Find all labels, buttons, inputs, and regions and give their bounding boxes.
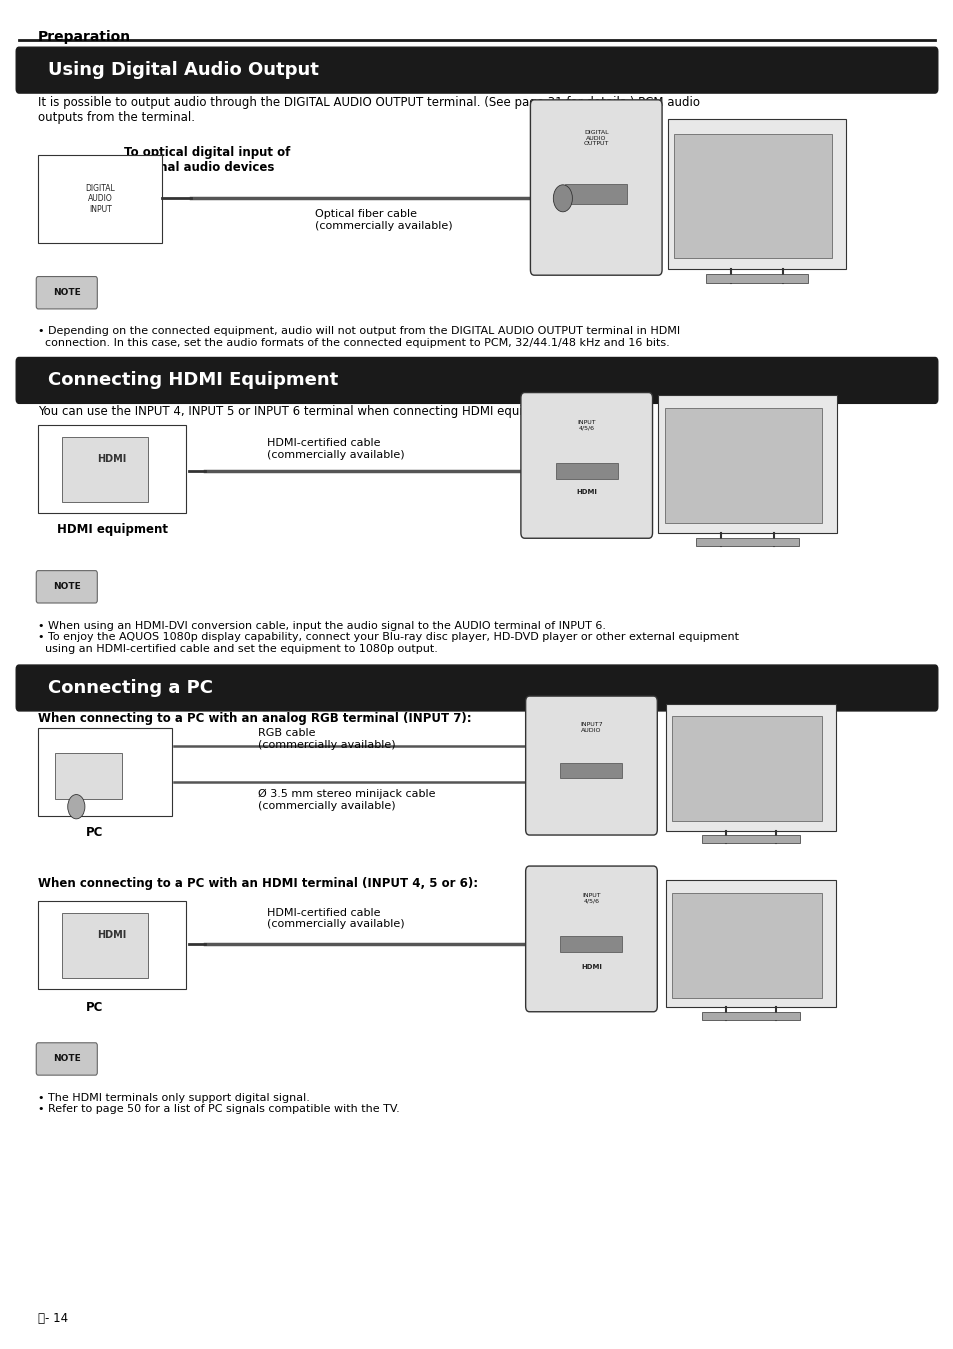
Bar bbox=[62, 437, 148, 502]
Bar bbox=[38, 155, 162, 243]
Text: HDMI-certified cable
(commercially available): HDMI-certified cable (commercially avail… bbox=[267, 438, 404, 460]
Bar bbox=[701, 835, 800, 843]
Circle shape bbox=[553, 185, 572, 212]
Text: INPUT7
AUDIO: INPUT7 AUDIO bbox=[579, 722, 602, 733]
Text: NOTE: NOTE bbox=[52, 1055, 81, 1063]
Text: Optical fiber cable
(commercially available): Optical fiber cable (commercially availa… bbox=[314, 209, 452, 231]
Circle shape bbox=[68, 795, 85, 819]
Text: 蹰- 14: 蹰- 14 bbox=[38, 1311, 69, 1325]
Bar bbox=[55, 753, 122, 799]
Bar bbox=[658, 394, 836, 533]
Text: PC: PC bbox=[86, 1001, 103, 1014]
Text: Ø 3.5 mm stereo minijack cable
(commercially available): Ø 3.5 mm stereo minijack cable (commerci… bbox=[257, 789, 435, 811]
FancyBboxPatch shape bbox=[16, 357, 937, 403]
Text: Preparation: Preparation bbox=[38, 30, 132, 43]
Text: DIGITAL
AUDIO
INPUT: DIGITAL AUDIO INPUT bbox=[85, 183, 115, 214]
Text: HDMI-certified cable
(commercially available): HDMI-certified cable (commercially avail… bbox=[267, 908, 404, 929]
Text: HDMI: HDMI bbox=[576, 490, 597, 495]
Text: To optical digital input of
external audio devices: To optical digital input of external aud… bbox=[124, 146, 290, 174]
Text: • When using an HDMI-DVI conversion cable, input the audio signal to the AUDIO t: • When using an HDMI-DVI conversion cabl… bbox=[38, 621, 739, 654]
Text: You can use the INPUT 4, INPUT 5 or INPUT 6 terminal when connecting HDMI equipm: You can use the INPUT 4, INPUT 5 or INPU… bbox=[38, 405, 564, 418]
Text: Connecting HDMI Equipment: Connecting HDMI Equipment bbox=[48, 371, 337, 390]
Text: When connecting to a PC with an HDMI terminal (INPUT 4, 5 or 6):: When connecting to a PC with an HDMI ter… bbox=[38, 877, 477, 890]
FancyBboxPatch shape bbox=[525, 866, 657, 1012]
Bar bbox=[555, 463, 618, 479]
Bar bbox=[705, 274, 807, 283]
Text: HDMI: HDMI bbox=[97, 453, 127, 464]
FancyBboxPatch shape bbox=[36, 1043, 97, 1075]
Text: Connecting a PC: Connecting a PC bbox=[48, 679, 213, 697]
Bar bbox=[38, 425, 186, 513]
Bar bbox=[564, 185, 627, 204]
Text: INPUT
4/5/6: INPUT 4/5/6 bbox=[581, 893, 600, 904]
Bar bbox=[559, 936, 621, 952]
Text: RGB cable
(commercially available): RGB cable (commercially available) bbox=[257, 728, 395, 750]
Bar bbox=[559, 764, 621, 778]
Text: HDMI: HDMI bbox=[580, 965, 601, 970]
Text: NOTE: NOTE bbox=[52, 583, 81, 591]
Text: HDMI: HDMI bbox=[97, 929, 127, 940]
Text: NOTE: NOTE bbox=[52, 289, 81, 297]
Text: HDMI equipment: HDMI equipment bbox=[57, 523, 168, 537]
Bar bbox=[665, 881, 835, 1008]
Text: PC: PC bbox=[86, 826, 103, 839]
Bar bbox=[62, 913, 148, 978]
Bar bbox=[701, 1012, 800, 1020]
Text: • Depending on the connected equipment, audio will not output from the DIGITAL A: • Depending on the connected equipment, … bbox=[38, 326, 679, 348]
Text: DIGITAL
AUDIO
OUTPUT: DIGITAL AUDIO OUTPUT bbox=[583, 130, 608, 147]
Bar bbox=[696, 538, 798, 546]
Bar bbox=[664, 409, 821, 523]
Text: Using Digital Audio Output: Using Digital Audio Output bbox=[48, 61, 318, 80]
FancyBboxPatch shape bbox=[36, 571, 97, 603]
Bar bbox=[665, 704, 835, 831]
Bar bbox=[38, 901, 186, 989]
Bar bbox=[38, 728, 172, 816]
Bar bbox=[667, 119, 845, 268]
FancyBboxPatch shape bbox=[525, 696, 657, 835]
FancyBboxPatch shape bbox=[520, 393, 652, 538]
Text: INPUT
4/5/6: INPUT 4/5/6 bbox=[577, 420, 596, 430]
FancyBboxPatch shape bbox=[530, 100, 661, 275]
Text: When connecting to a PC with an analog RGB terminal (INPUT 7):: When connecting to a PC with an analog R… bbox=[38, 712, 472, 726]
Text: It is possible to output audio through the DIGITAL AUDIO OUTPUT terminal. (See p: It is possible to output audio through t… bbox=[38, 96, 700, 124]
FancyBboxPatch shape bbox=[36, 277, 97, 309]
Text: • The HDMI terminals only support digital signal.
• Refer to page 50 for a list : • The HDMI terminals only support digita… bbox=[38, 1093, 399, 1114]
FancyBboxPatch shape bbox=[16, 665, 937, 711]
Bar bbox=[671, 716, 821, 822]
FancyBboxPatch shape bbox=[16, 47, 937, 93]
Bar bbox=[671, 893, 821, 998]
Bar bbox=[674, 134, 831, 258]
